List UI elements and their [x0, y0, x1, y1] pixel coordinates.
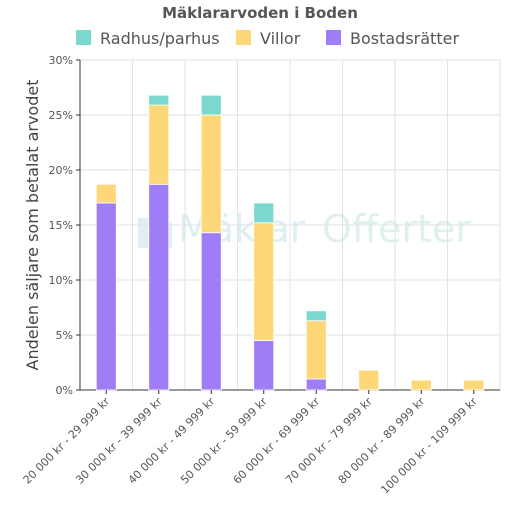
legend-label: Radhus/parhus [100, 29, 220, 48]
x-tick-label: 80 000 kr - 89 999 kr [336, 395, 428, 487]
bar-segment [253, 340, 275, 391]
bar-segment [95, 202, 117, 391]
legend-swatch [236, 30, 251, 45]
y-axis-label: Andelen säljare som betalat arvodet [23, 80, 42, 371]
bar-segment [305, 310, 327, 322]
watermark-text-1: Mäklar [178, 207, 306, 251]
legend-label: Villor [260, 29, 301, 48]
bar-segment [358, 369, 380, 391]
y-tick-label: 0% [56, 384, 73, 397]
legend-swatch [76, 30, 91, 45]
bars [95, 94, 485, 391]
bar-segment [148, 183, 170, 391]
legend-label: Bostadsrätter [350, 29, 459, 48]
y-tick-label: 20% [49, 164, 73, 177]
bar-segment [253, 222, 275, 341]
bar-segment [410, 379, 432, 391]
x-tick-label: 50 000 kr - 59 999 kr [178, 395, 270, 487]
x-tick-label: 70 000 kr - 79 999 kr [283, 395, 375, 487]
bar-segment [95, 183, 117, 204]
y-axis-ticks: 0% 5% 10% 15% 20% 25% 30% [49, 54, 80, 397]
bar-segment [148, 104, 170, 185]
grid [79, 59, 501, 391]
legend: Radhus/parhus Villor Bostadsrätter [76, 29, 459, 48]
legend-swatch [326, 30, 341, 45]
watermark: Mäklar Offerter [138, 207, 471, 251]
bar-segment [305, 378, 327, 391]
x-tick-label: 40 000 kr - 49 999 kr [126, 395, 218, 487]
x-tick-label: 20 000 kr - 29 999 kr [21, 395, 113, 487]
bar-segment [305, 320, 327, 380]
x-tick-label: 100 000 kr - 109 999 kr [378, 395, 480, 497]
bar-segment [253, 202, 275, 224]
chart-title: Mäklararvoden i Boden [162, 4, 358, 22]
x-tick-label: 30 000 kr - 39 999 kr [73, 395, 165, 487]
bar-segment [463, 379, 485, 391]
watermark-text-2: Offerter [322, 207, 471, 251]
x-tick-label: 60 000 kr - 69 999 kr [231, 395, 323, 487]
y-tick-label: 15% [49, 219, 73, 232]
y-tick-label: 5% [56, 329, 73, 342]
bar-segment [200, 232, 222, 391]
bar-segment [200, 114, 222, 234]
bar-segment [148, 94, 170, 106]
bar-segment [200, 94, 222, 116]
y-tick-label: 30% [49, 54, 73, 67]
y-tick-label: 10% [49, 274, 73, 287]
y-tick-label: 25% [49, 109, 73, 122]
